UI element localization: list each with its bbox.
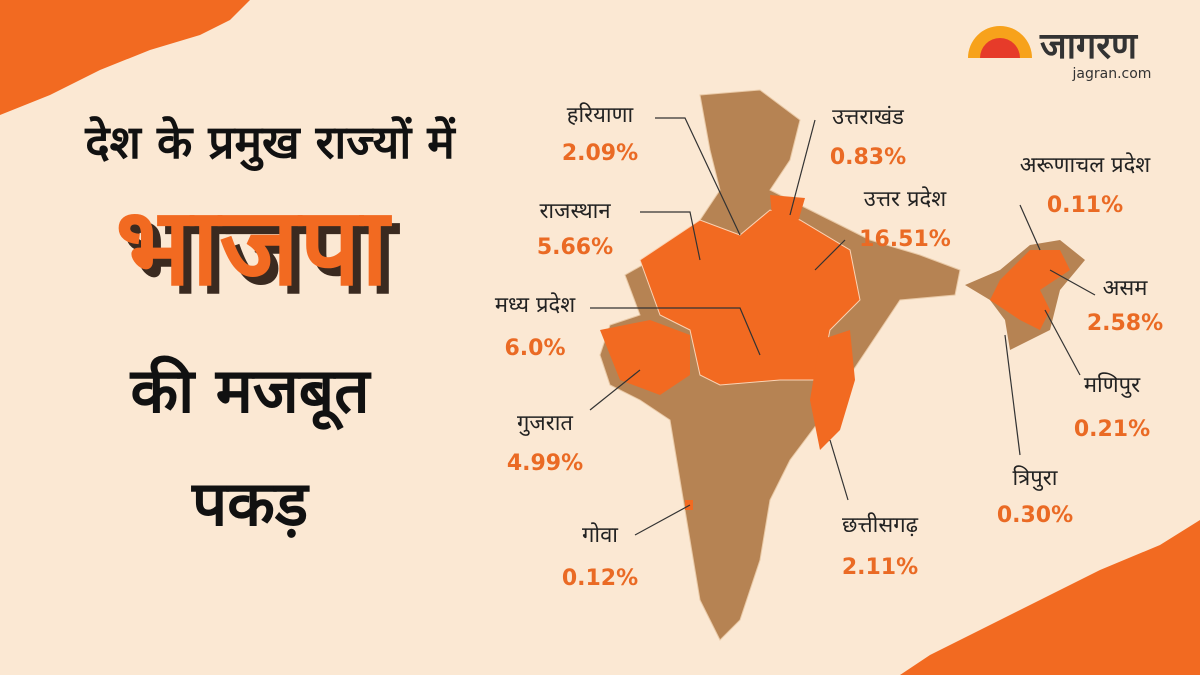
region-value: 16.51% (859, 227, 951, 252)
region-value: 0.21% (1074, 417, 1150, 442)
highlight-region (600, 320, 690, 395)
leader-line (1019, 204, 1041, 251)
leader-line (789, 119, 816, 216)
leader-line (590, 307, 761, 356)
logo: जागरण jagran.com (968, 26, 1151, 82)
leader-line (1004, 334, 1021, 456)
map (599, 89, 1085, 641)
region-name: अरूणाचल प्रदेश (1020, 152, 1152, 178)
region-value: 2.11% (842, 555, 918, 580)
region-value: 0.30% (997, 503, 1073, 528)
region-name: हरियाणा (567, 102, 634, 128)
region-value: 2.09% (562, 141, 638, 166)
region-value: 5.66% (537, 235, 613, 260)
leader-line (1044, 309, 1081, 376)
highlight-region (639, 209, 861, 386)
title-shadow: भाजपा (123, 193, 400, 318)
region-name: मध्य प्रदेश (495, 292, 576, 318)
region-name: राजस्थान (539, 199, 611, 224)
region-name: असम (1103, 276, 1149, 301)
leader-line (829, 439, 849, 501)
brand-url: jagran.com (1072, 66, 1152, 82)
corner-bottom (900, 520, 1200, 675)
highlight-region (770, 195, 805, 222)
corner-top (0, 0, 250, 115)
logo-sun-inner (980, 38, 1020, 58)
highlight-region (810, 330, 855, 450)
region-value: 6.0% (504, 336, 565, 361)
region-name: गुजरात (517, 411, 573, 436)
title-line: पकड़ (191, 467, 310, 540)
region-name: मणिपुर (1084, 372, 1141, 398)
title-line: की मजबूत (129, 354, 372, 431)
title-line: देश के प्रमुख राज्यों में (84, 115, 456, 172)
region-value: 2.58% (1087, 311, 1163, 336)
leader-line (589, 369, 641, 411)
region-value: 4.99% (507, 451, 583, 476)
labels: हरियाणा 2.09% उत्तराखंड 0.83% अरूणाचल प्… (495, 102, 1163, 591)
leaders (589, 117, 1096, 536)
region-value: 0.83% (830, 145, 906, 170)
leader-line (655, 117, 741, 236)
leader-line (1049, 269, 1096, 296)
region-value: 0.12% (562, 566, 638, 591)
title-highlight: भाजपा (115, 185, 392, 310)
leader-line (634, 504, 691, 536)
region-value: 0.11% (1047, 193, 1123, 218)
leader-line (640, 211, 701, 261)
leader-line (814, 239, 846, 271)
region-name: उत्तराखंड (832, 105, 904, 130)
region-name: गोवा (582, 522, 618, 548)
region-name: त्रिपुरा (1012, 465, 1057, 491)
region-name: छत्तीसगढ़ (842, 512, 919, 538)
region-name: उत्तर प्रदेश (864, 186, 947, 212)
brand-name: जागरण (1039, 26, 1139, 67)
